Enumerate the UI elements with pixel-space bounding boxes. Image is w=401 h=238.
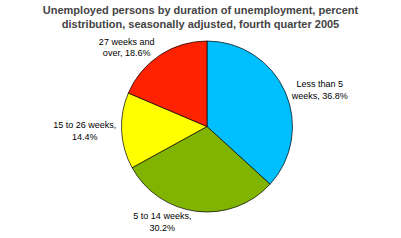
svg-text:27 weeks andover, 18.6%: 27 weeks andover, 18.6% [99,37,155,59]
svg-text:15 to 26 weeks,14.4%: 15 to 26 weeks,14.4% [53,120,116,142]
svg-text:Less than 5weeks, 36.8%: Less than 5weeks, 36.8% [291,79,348,101]
svg-text:Unemployed persons by duration: Unemployed persons by duration of unempl… [43,4,359,30]
svg-text:5 to 14 weeks,30.2%: 5 to 14 weeks,30.2% [133,211,191,233]
